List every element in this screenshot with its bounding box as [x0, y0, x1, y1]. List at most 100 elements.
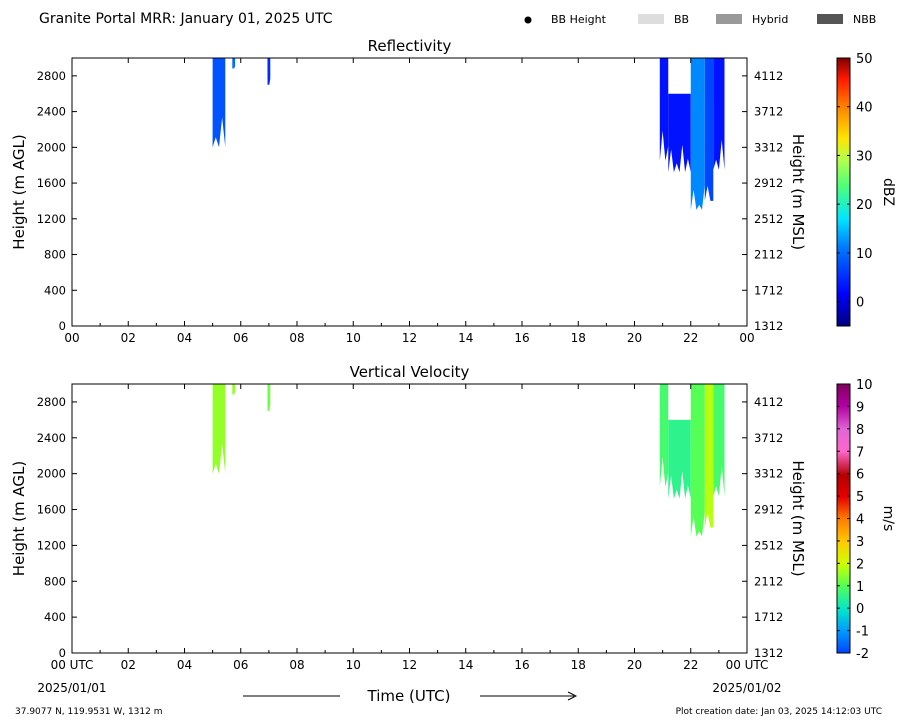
legend-label: BB Height [551, 13, 607, 26]
y-right-tick-label: 4112 [754, 395, 783, 409]
y-right-tick-label: 3312 [754, 140, 783, 154]
y-tick-label: 400 [44, 283, 66, 297]
x-tick-label: 12 [402, 331, 417, 345]
colorbar-tick-label: 30 [856, 149, 873, 164]
y-axis-label: Height (m AGL) [10, 461, 28, 576]
x-axis-arrowhead [567, 691, 578, 701]
reflectivity-echo-region [668, 93, 691, 173]
y-right-tick-label: 4112 [754, 69, 783, 83]
x-tick-label: 20 [627, 331, 642, 345]
x-tick-label: 00 [739, 331, 754, 345]
y-tick-label: 1200 [37, 212, 66, 226]
x-tick-label: 18 [571, 658, 586, 672]
reflectivity-echo-region [212, 58, 226, 148]
x-tick-label: 16 [514, 658, 529, 672]
legend-swatch [716, 14, 742, 24]
y-tick-label: 800 [44, 248, 66, 262]
y-right-tick-label: 2912 [754, 176, 783, 190]
y-right-tick-label: 2112 [754, 574, 783, 588]
colorbar-label: m/s [880, 506, 896, 532]
y-tick-label: 2800 [37, 69, 66, 83]
legend: BB Height BB Hybrid NBB [524, 13, 876, 26]
reflectivity-colorbar [836, 57, 851, 327]
legend-swatch [817, 14, 843, 24]
y-tick-label: 400 [44, 610, 66, 624]
colorbar-tick-label: 2 [856, 557, 864, 572]
velocity-echo-region [668, 419, 691, 499]
y-right-tick-label: 1312 [754, 319, 783, 333]
y-tick-label: 1600 [37, 503, 66, 517]
x-tick-label: 20 [627, 658, 642, 672]
reflectivity-echo-region [659, 58, 669, 161]
velocity-echo-region [659, 384, 669, 488]
reflectivity-echo-region [704, 58, 714, 201]
reflectivity-echo-region [267, 58, 271, 85]
velocity-echo-region [713, 384, 725, 497]
page-title: Granite Portal MRR: January 01, 2025 UTC [39, 11, 333, 27]
x-tick-label: 02 [121, 331, 136, 345]
colorbar-tick-label: 0 [856, 296, 864, 311]
x-tick-label: 10 [346, 331, 361, 345]
legend-label: Hybrid [752, 13, 788, 26]
x-tick-label: 22 [683, 658, 698, 672]
panel-title: Reflectivity [368, 37, 452, 55]
velocity-echo-region [690, 384, 705, 537]
y-right-tick-label: 3712 [754, 105, 783, 119]
y-tick-label: 800 [44, 574, 66, 588]
velocity-echo-region [212, 384, 226, 474]
plot-creation-date: Plot creation date: Jan 03, 2025 14:12:0… [676, 707, 882, 717]
reflectivity-echoes [212, 58, 725, 210]
y-right-tick-label: 2512 [754, 538, 783, 552]
x-tick-label: 22 [683, 331, 698, 345]
colorbar-tick-label: 0 [856, 602, 864, 617]
colorbar-tick-label: 9 [856, 400, 864, 415]
plot-frame [71, 383, 748, 654]
velocity-echo-region [232, 384, 236, 395]
start-date: 2025/01/01 [37, 681, 106, 695]
legend-label: NBB [853, 13, 876, 26]
y-right-tick-label: 1312 [754, 646, 783, 660]
velocity-echoes [212, 384, 725, 537]
y-tick-label: 2000 [37, 467, 66, 481]
y-axis-right-label: Height (m MSL) [789, 460, 807, 576]
colorbar-tick-label: -1 [856, 625, 869, 640]
velocity-echo-region [704, 384, 714, 528]
colorbar-tick-label: 20 [856, 198, 873, 213]
panel-title: Vertical Velocity [350, 363, 470, 381]
colorbar-tick-label: 10 [856, 247, 873, 262]
x-tick-label: 00 UTC [726, 658, 769, 672]
y-right-tick-label: 3312 [754, 467, 783, 481]
x-tick-label: 08 [289, 331, 304, 345]
x-tick-label: 16 [514, 331, 529, 345]
colorbar-tick-label: 50 [856, 52, 873, 67]
y-tick-label: 0 [59, 319, 66, 333]
y-tick-label: 2400 [37, 431, 66, 445]
y-tick-label: 1600 [37, 176, 66, 190]
y-axis-label: Height (m AGL) [10, 134, 28, 249]
x-tick-label: 14 [458, 658, 473, 672]
y-right-tick-label: 2912 [754, 503, 783, 517]
colorbar-tick-label: 7 [856, 445, 864, 460]
x-tick-label: 00 [64, 331, 79, 345]
colorbar-tick-label: 10 [856, 378, 873, 393]
colorbar-tick-label: 1 [856, 580, 864, 595]
colorbar-tick-label: 3 [856, 535, 864, 550]
y-axis-right-label: Height (m MSL) [789, 134, 807, 250]
colorbar-tick-label: 40 [856, 101, 873, 116]
colorbar-tick-label: 5 [856, 490, 864, 505]
y-right-tick-label: 1712 [754, 610, 783, 624]
end-date: 2025/01/02 [712, 681, 781, 695]
y-right-tick-label: 1712 [754, 283, 783, 297]
reflectivity-echo-region [690, 58, 705, 210]
velocity-echo-region [267, 384, 271, 411]
y-tick-label: 0 [59, 646, 66, 660]
legend-label: BB [674, 13, 689, 26]
x-tick-label: 00 UTC [51, 658, 94, 672]
station-location: 37.9077 N, 119.9531 W, 1312 m [15, 707, 163, 717]
colorbar-label: dBZ [880, 178, 896, 206]
y-right-tick-label: 3712 [754, 431, 783, 445]
y-tick-label: 2000 [37, 140, 66, 154]
y-tick-label: 1200 [37, 538, 66, 552]
